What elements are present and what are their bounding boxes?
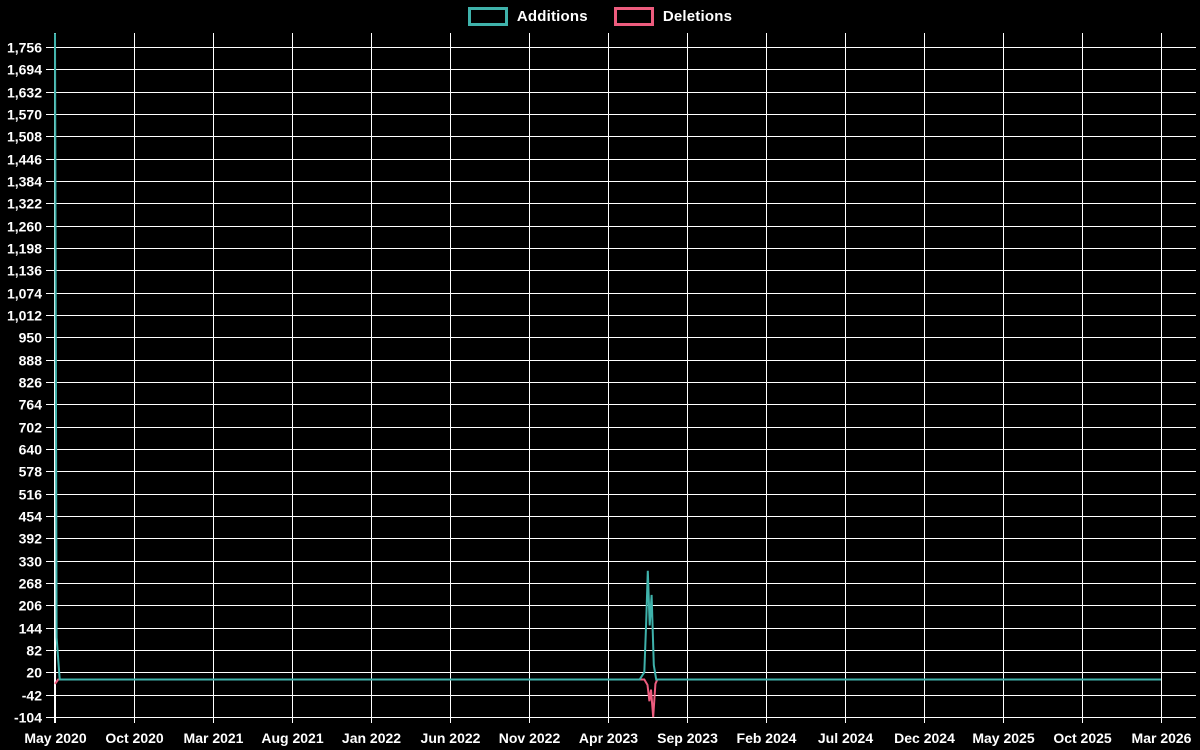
y-tick-label: 826 xyxy=(19,375,43,391)
y-tick-label: 1,508 xyxy=(7,129,42,145)
y-tick-label: 640 xyxy=(19,442,43,458)
y-tick-label: 516 xyxy=(19,487,43,503)
legend-item-additions[interactable]: Additions xyxy=(467,7,588,26)
y-tick-label: 1,446 xyxy=(7,152,42,168)
y-tick-label: 20 xyxy=(26,665,42,681)
x-tick-label: Nov 2022 xyxy=(499,730,561,746)
x-tick-label: Feb 2024 xyxy=(737,730,797,746)
x-tick-label: Aug 2021 xyxy=(261,730,323,746)
x-tick-label: Mar 2026 xyxy=(1132,730,1192,746)
y-tick-label: 764 xyxy=(19,397,43,413)
y-tick-label: 1,074 xyxy=(7,286,42,302)
y-tick-label: 578 xyxy=(19,464,43,480)
x-tick-label: Oct 2025 xyxy=(1053,730,1112,746)
y-tick-label: 1,570 xyxy=(7,107,42,123)
deletions-legend-swatch xyxy=(613,7,654,26)
gridlines xyxy=(46,33,1196,723)
x-tick-label: Mar 2021 xyxy=(184,730,244,746)
y-tick-label: 206 xyxy=(19,598,43,614)
deletions-legend-label: Deletions xyxy=(662,8,733,25)
y-tick-label: 1,384 xyxy=(7,174,42,190)
y-tick-label: 1,322 xyxy=(7,196,42,212)
x-tick-label: Jan 2022 xyxy=(342,730,401,746)
y-tick-label: 144 xyxy=(19,621,43,637)
x-tick-label: Jul 2024 xyxy=(818,730,873,746)
y-tick-label: 1,756 xyxy=(7,40,42,56)
additions-legend-label: Additions xyxy=(516,8,588,25)
legend-item-deletions[interactable]: Deletions xyxy=(613,7,733,26)
y-tick-label: -42 xyxy=(22,688,42,704)
y-tick-label: 268 xyxy=(19,576,43,592)
y-tick-label: 82 xyxy=(26,643,42,659)
x-tick-label: Sep 2023 xyxy=(657,730,718,746)
additions-legend-swatch xyxy=(467,7,508,26)
y-tick-label: 1,694 xyxy=(7,62,42,78)
y-tick-label: 330 xyxy=(19,554,43,570)
additions-line xyxy=(54,33,1161,681)
y-tick-label: 1,632 xyxy=(7,85,42,101)
y-tick-label: 888 xyxy=(19,353,43,369)
chart-legend: Additions Deletions xyxy=(0,7,1200,26)
y-tick-label: -104 xyxy=(14,710,42,726)
y-tick-label: 454 xyxy=(19,509,43,525)
y-tick-label: 702 xyxy=(19,420,43,436)
x-tick-label: May 2020 xyxy=(24,730,86,746)
x-tick-label: Oct 2020 xyxy=(105,730,164,746)
x-tick-label: Apr 2023 xyxy=(579,730,638,746)
x-tick-label: Dec 2024 xyxy=(894,730,955,746)
y-tick-label: 1,260 xyxy=(7,219,42,235)
x-tick-label: May 2025 xyxy=(972,730,1034,746)
y-tick-label: 1,136 xyxy=(7,263,42,279)
y-tick-label: 392 xyxy=(19,531,43,547)
x-tick-label: Jun 2022 xyxy=(421,730,481,746)
y-tick-label: 950 xyxy=(19,330,43,346)
y-tick-label: 1,198 xyxy=(7,241,42,257)
y-tick-label: 1,012 xyxy=(7,308,42,324)
